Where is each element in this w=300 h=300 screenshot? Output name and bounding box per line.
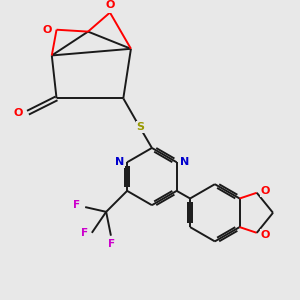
Text: S: S — [136, 122, 145, 132]
Text: N: N — [180, 157, 189, 167]
Text: F: F — [73, 200, 80, 210]
Text: O: O — [105, 0, 115, 10]
Text: O: O — [261, 186, 270, 196]
Text: N: N — [115, 157, 124, 167]
Text: O: O — [261, 230, 270, 240]
Text: F: F — [108, 239, 116, 249]
Text: O: O — [42, 25, 52, 35]
Text: O: O — [14, 108, 23, 118]
Text: F: F — [81, 228, 88, 238]
